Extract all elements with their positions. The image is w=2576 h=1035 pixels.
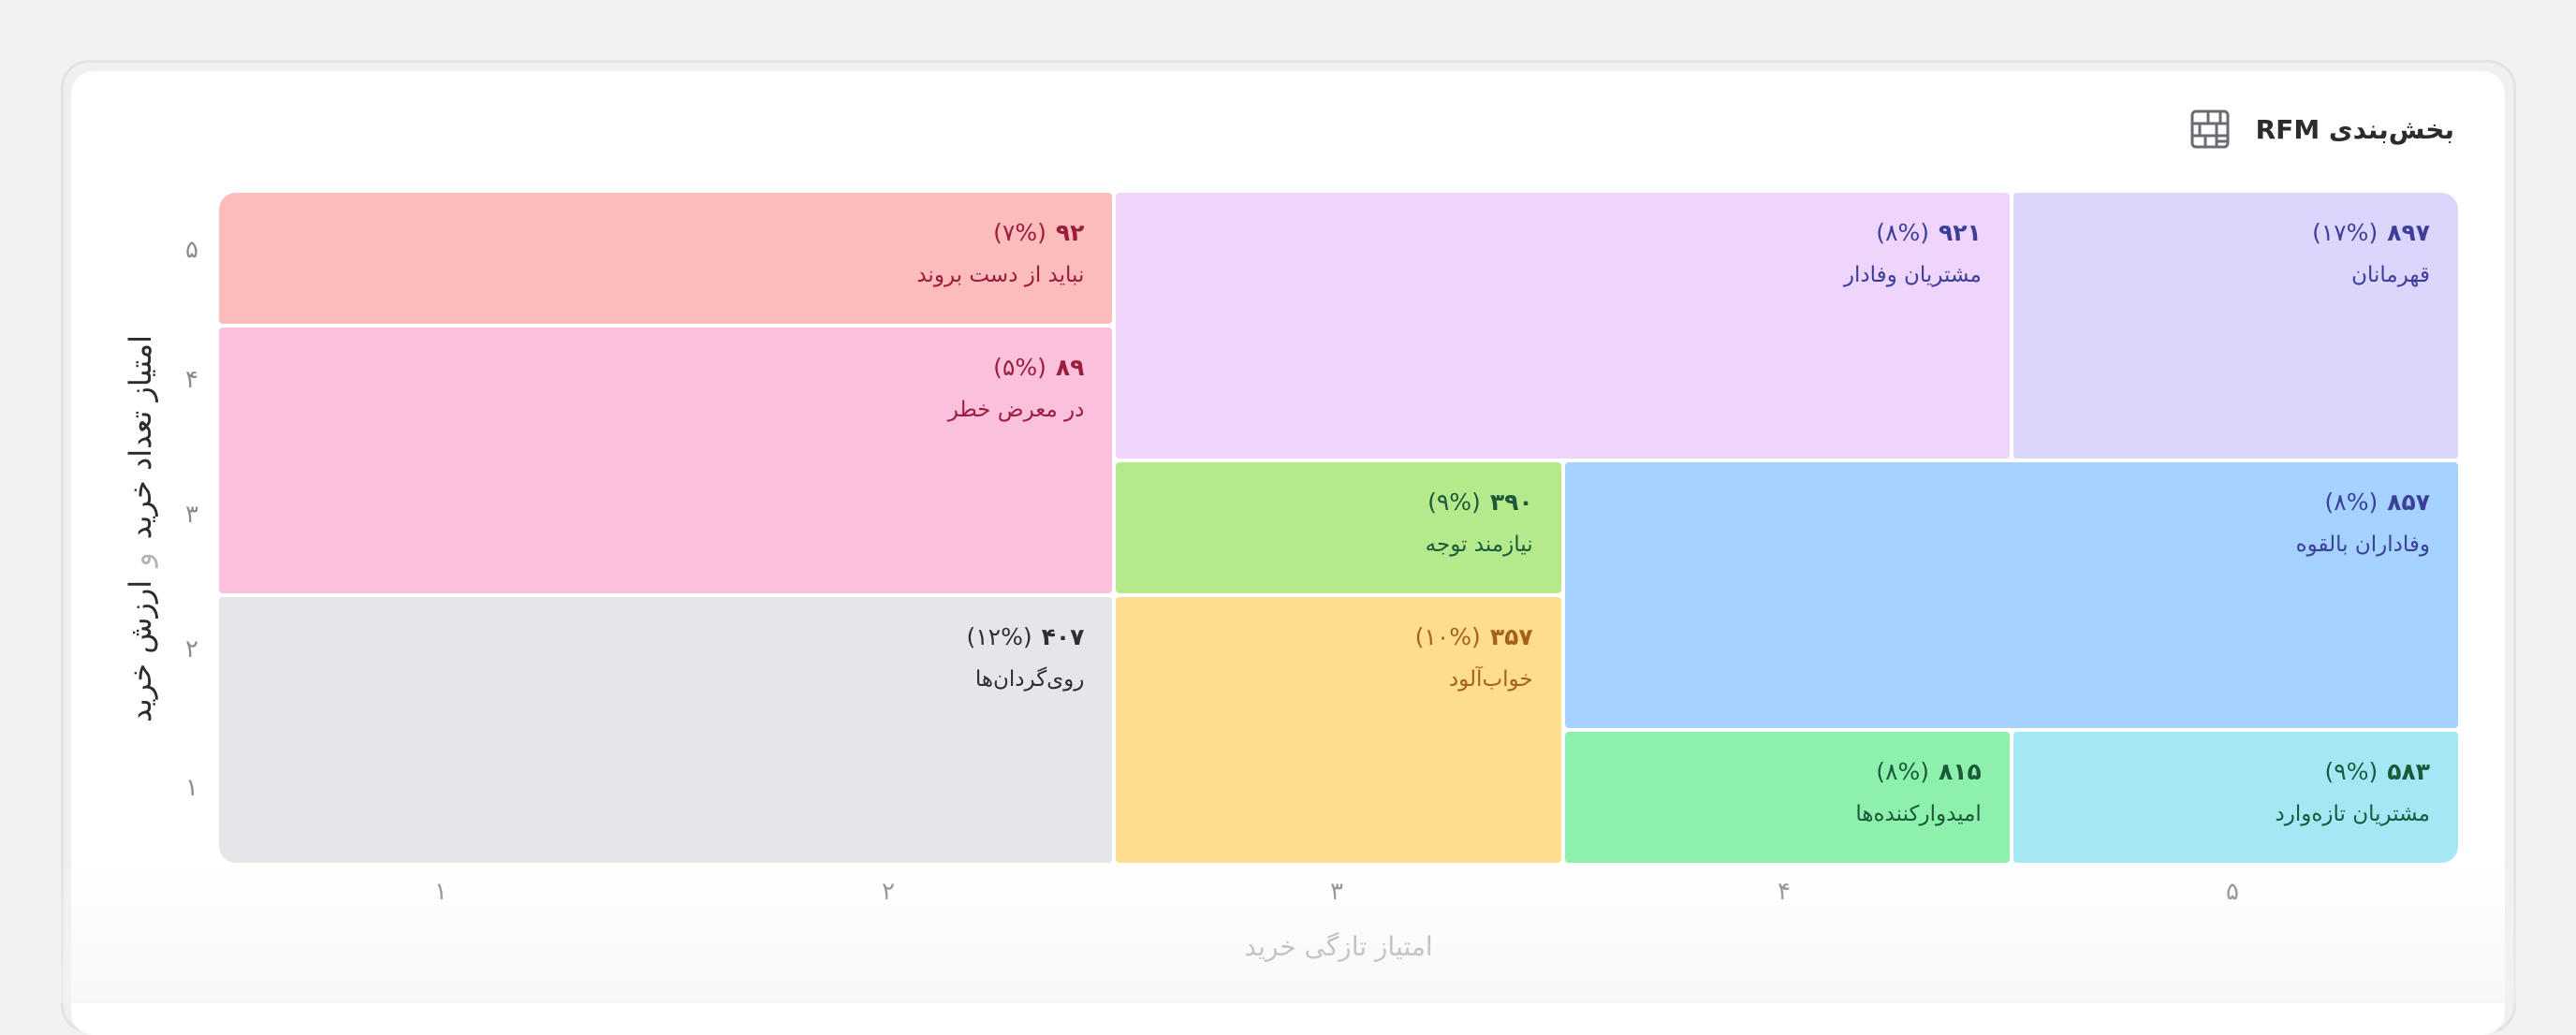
- segment-percent: (۹%): [1427, 488, 1481, 516]
- segment-percent: (۷%): [993, 219, 1046, 246]
- segment-count: ۹۲: [1055, 219, 1085, 246]
- segment-count: ۸۵۷: [2387, 488, 2430, 516]
- segment-count: ۳۵۷: [1489, 623, 1533, 650]
- y-tick-1: ۱: [185, 774, 198, 802]
- x-tick-4: ۴: [1778, 878, 1791, 906]
- segment-label: قهرمانان: [2351, 263, 2430, 287]
- segment-percent: (۹%): [2324, 758, 2378, 785]
- segment-percent: (۱۰%): [1414, 623, 1481, 650]
- segment-count: ۸۹۷: [2387, 219, 2430, 246]
- segment-loyal[interactable]: ۹۲۱ (۸%) مشتریان وفادار: [1116, 193, 2010, 459]
- segment-label: نباید از دست بروند: [916, 263, 1085, 287]
- segment-label: نیازمند توجه: [1425, 532, 1533, 557]
- x-axis-label: امتیاز تازگی خرید: [1244, 931, 1433, 962]
- segment-count: ۴۰۷: [1041, 623, 1085, 650]
- segment-champions[interactable]: ۸۹۷ (۱۷%) قهرمانان: [2012, 193, 2458, 459]
- segment-count: ۹۲۱: [1939, 219, 1982, 246]
- rfm-grid: ۹۲ (۷%) نباید از دست بروند ۸۹ (۵%) در معرض…: [219, 193, 2458, 863]
- segment-promising[interactable]: ۸۱۵ (۸%) امیدوارکننده‌ها: [1564, 732, 2010, 863]
- segment-label: مشتریان وفادار: [1843, 263, 1982, 287]
- segment-label: خواب‌آلود: [1448, 667, 1533, 692]
- segment-label: روی‌گردان‌ها: [974, 667, 1085, 692]
- y-axis-label-conjunction: و: [123, 552, 158, 567]
- card-header: بخش‌بندی RFM: [2190, 107, 2454, 152]
- segment-percent: (۱۷%): [2312, 219, 2378, 246]
- x-tick-5: ۵: [2226, 878, 2239, 906]
- segment-label: مشتریان تازه‌وارد: [2275, 802, 2431, 826]
- y-axis-label-part2: ارزش خرید: [123, 579, 158, 722]
- segment-label: امیدوارکننده‌ها: [1855, 802, 1982, 826]
- segment-percent: (۵%): [993, 354, 1046, 381]
- segment-count: ۵۸۳: [2387, 758, 2430, 785]
- segment-new-customers[interactable]: ۵۸۳ (۹%) مشتریان تازه‌وارد: [2012, 732, 2458, 863]
- y-tick-2: ۲: [185, 635, 198, 663]
- segment-about-to-sleep[interactable]: ۳۵۷ (۱۰%) خواب‌آلود: [1116, 597, 1561, 863]
- y-tick-4: ۴: [185, 366, 198, 394]
- y-tick-3: ۳: [185, 501, 198, 529]
- segment-need-attention[interactable]: ۳۹۰ (۹%) نیازمند توجه: [1116, 462, 1561, 593]
- segment-count: ۸۱۵: [1939, 758, 1982, 785]
- segment-percent: (۸%): [2324, 488, 2378, 516]
- segment-hibernating[interactable]: ۴۰۷ (۱۲%) روی‌گردان‌ها: [219, 597, 1113, 863]
- y-axis-label-part1: امتیاز تعداد خرید: [123, 335, 158, 540]
- card-title: بخش‌بندی RFM: [2255, 113, 2454, 145]
- segment-potential-loyalists[interactable]: ۸۵۷ (۸%) وفاداران بالقوه: [1564, 462, 2458, 728]
- segment-label: وفاداران بالقوه: [2295, 532, 2430, 557]
- x-tick-3: ۳: [1330, 878, 1343, 906]
- segment-count: ۳۹۰: [1489, 488, 1533, 516]
- segment-count: ۸۹: [1055, 354, 1085, 381]
- segment-percent: (۸%): [1876, 219, 1930, 246]
- segment-cant-lose[interactable]: ۹۲ (۷%) نباید از دست بروند: [219, 193, 1113, 324]
- y-tick-5: ۵: [185, 236, 198, 264]
- segment-percent: (۱۲%): [966, 623, 1032, 650]
- x-tick-2: ۲: [882, 878, 895, 906]
- x-tick-1: ۱: [434, 878, 447, 906]
- y-axis-label: امتیاز تعداد خرید و ارزش خرید: [123, 335, 158, 722]
- segment-at-risk[interactable]: ۸۹ (۵%) در معرض خطر: [219, 328, 1113, 593]
- grid-layout-icon: [2190, 109, 2230, 149]
- segment-percent: (۸%): [1876, 758, 1930, 785]
- segment-label: در معرض خطر: [947, 398, 1085, 422]
